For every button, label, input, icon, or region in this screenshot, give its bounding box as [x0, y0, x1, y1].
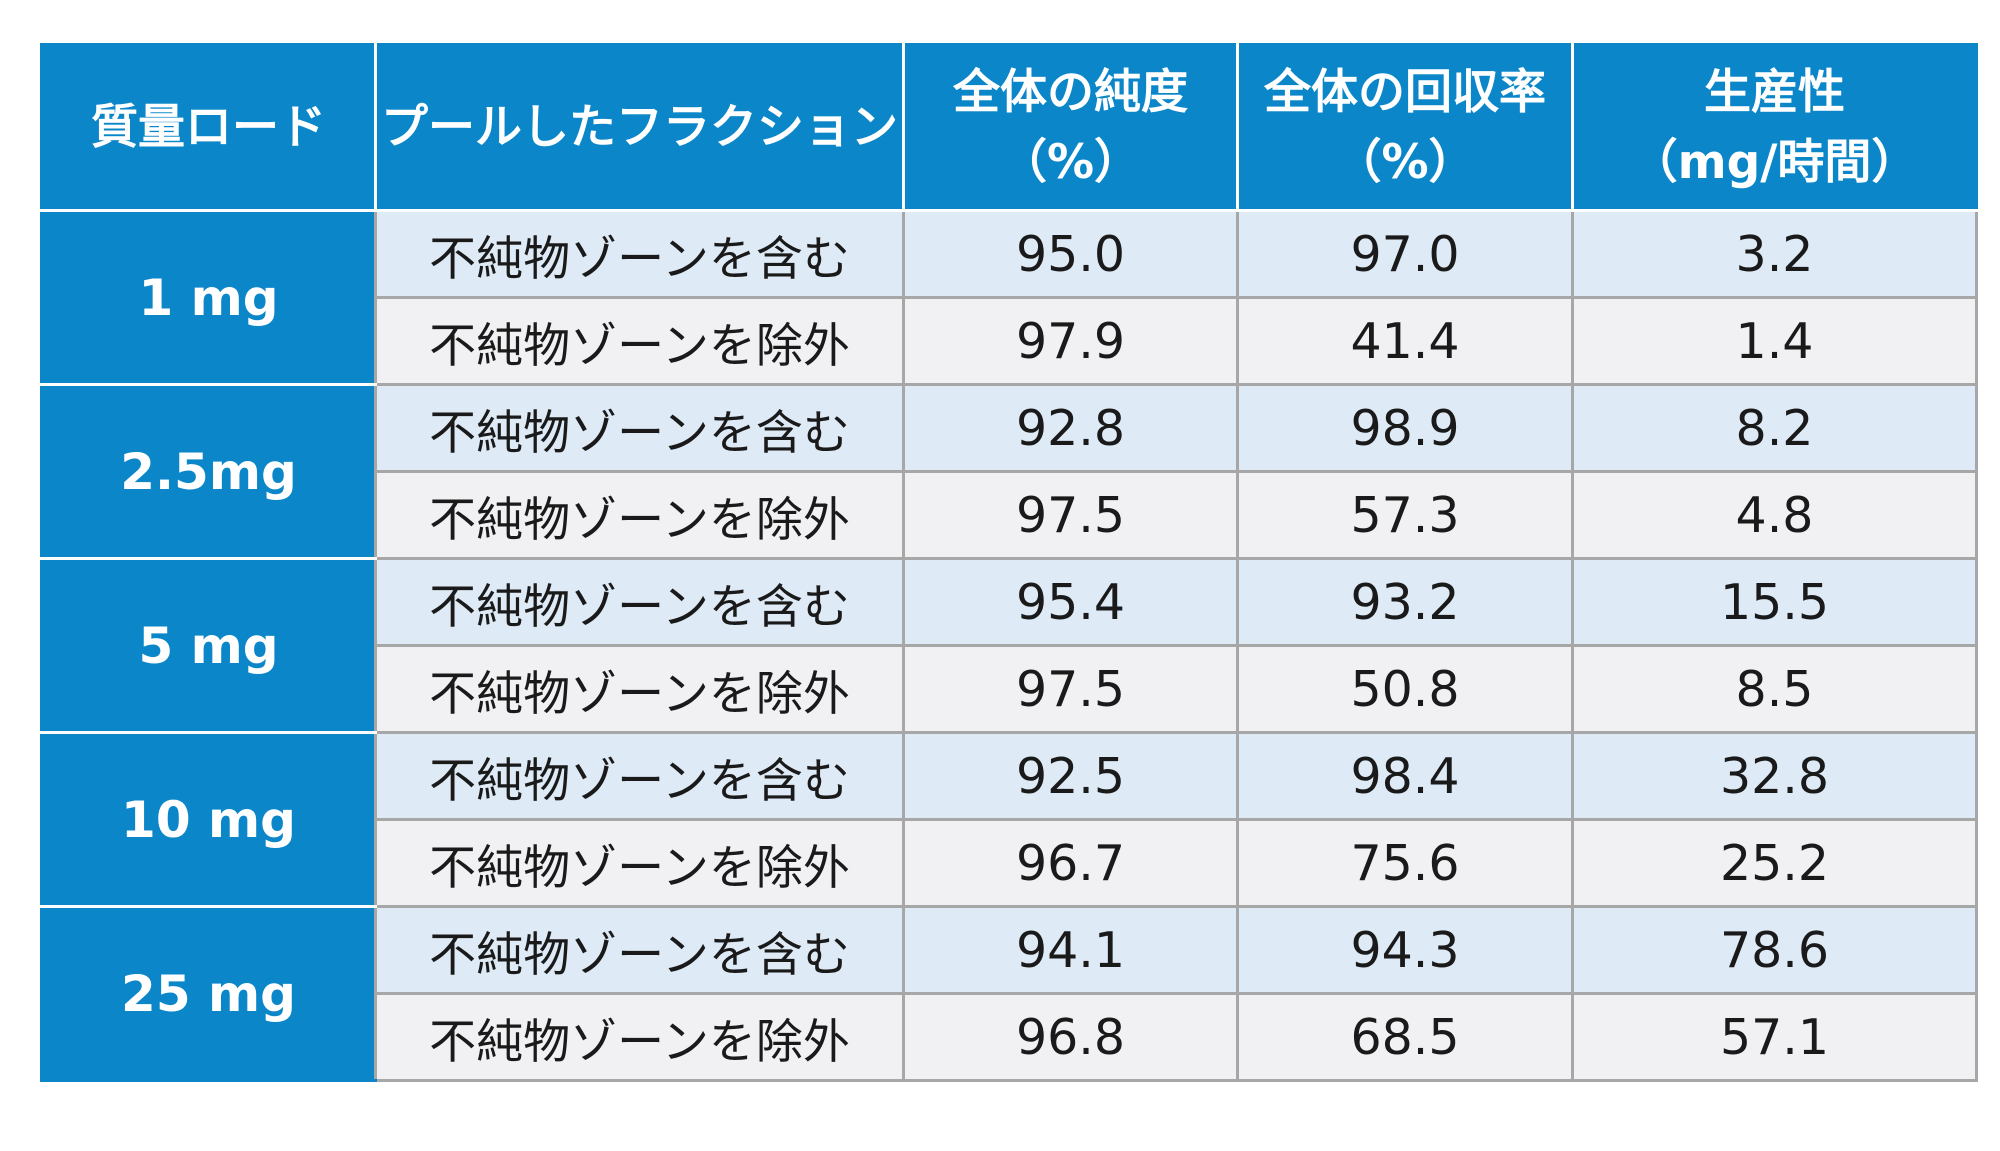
recovery-cell: 57.3	[1236, 470, 1574, 560]
header-productivity: 生産性 （mg/時間）	[1571, 43, 1978, 212]
purity-cell: 92.8	[902, 383, 1239, 473]
mass-load-cell: 5 mg	[40, 557, 377, 734]
recovery-cell: 41.4	[1236, 296, 1574, 386]
table-header: 質量ロード プールしたフラクション 全体の純度 （%） 全体の回収率 （%） 生…	[40, 43, 1978, 212]
productivity-cell: 1.4	[1571, 296, 1978, 386]
header-productivity-line-2: （mg/時間）	[1630, 134, 1919, 190]
header-recovery-line-1: 全体の回収率	[1264, 64, 1546, 120]
pooled-fraction-cell: 不純物ゾーンを除外	[374, 644, 905, 734]
productivity-cell: 8.5	[1571, 644, 1978, 734]
table-body: 1 mg 不純物ゾーンを含む 95.0 97.0 3.2 不純物ゾーンを除外 97.9 41.…	[40, 209, 1978, 1082]
header-mass-load: 質量ロード	[40, 43, 377, 212]
purity-cell: 94.1	[902, 905, 1239, 995]
pooled-fraction-cell: 不純物ゾーンを除外	[374, 992, 905, 1082]
purity-cell: 97.5	[902, 470, 1239, 560]
pooled-fraction-cell: 不純物ゾーンを除外	[374, 296, 905, 386]
purity-cell: 96.8	[902, 992, 1239, 1082]
table-row: 1 mg 不純物ゾーンを含む 95.0 97.0 3.2	[40, 209, 1978, 386]
mass-load-cell: 10 mg	[40, 731, 377, 908]
pooled-fraction-cell: 不純物ゾーンを含む	[374, 905, 905, 995]
pooled-fraction-cell: 不純物ゾーンを除外	[374, 470, 905, 560]
table-row: 10 mg 不純物ゾーンを含む 92.5 98.4 32.8	[40, 731, 1978, 908]
header-purity-line-1: 全体の純度	[953, 64, 1188, 120]
table-row: 不純物ゾーンを除外 97.5 50.8 8.5	[42, 644, 1978, 734]
pooled-fraction-cell: 不純物ゾーンを含む	[374, 383, 905, 473]
table-row: 不純物ゾーンを除外 97.5 57.3 4.8	[42, 470, 1978, 560]
table-row: 5 mg 不純物ゾーンを含む 95.4 93.2 15.5	[40, 557, 1978, 734]
purity-cell: 97.5	[902, 644, 1239, 734]
table-row: 25 mg 不純物ゾーンを含む 94.1 94.3 78.6	[40, 905, 1978, 1082]
recovery-cell: 98.9	[1236, 383, 1574, 473]
productivity-cell: 78.6	[1571, 905, 1978, 995]
pooled-fraction-cell: 不純物ゾーンを除外	[374, 818, 905, 908]
purity-cell: 92.5	[902, 731, 1239, 821]
recovery-cell: 50.8	[1236, 644, 1574, 734]
header-row: 質量ロード プールしたフラクション 全体の純度 （%） 全体の回収率 （%） 生…	[40, 43, 1978, 212]
pooled-fraction-cell: 不純物ゾーンを含む	[374, 209, 905, 299]
recovery-cell: 93.2	[1236, 557, 1574, 647]
header-recovery-line-2: （%）	[1334, 134, 1476, 190]
recovery-cell: 68.5	[1236, 992, 1574, 1082]
productivity-cell: 4.8	[1571, 470, 1978, 560]
results-table: 質量ロード プールしたフラクション 全体の純度 （%） 全体の回収率 （%） 生…	[40, 43, 1978, 1082]
purity-cell: 97.9	[902, 296, 1239, 386]
productivity-cell: 8.2	[1571, 383, 1978, 473]
recovery-cell: 75.6	[1236, 818, 1574, 908]
productivity-cell: 25.2	[1571, 818, 1978, 908]
productivity-cell: 3.2	[1571, 209, 1978, 299]
mass-load-cell: 25 mg	[40, 905, 377, 1082]
purity-cell: 95.4	[902, 557, 1239, 647]
header-productivity-line-1: 生産性	[1704, 64, 1845, 120]
recovery-cell: 97.0	[1236, 209, 1574, 299]
recovery-cell: 98.4	[1236, 731, 1574, 821]
pooled-fraction-cell: 不純物ゾーンを含む	[374, 731, 905, 821]
table-row: 不純物ゾーンを除外 97.9 41.4 1.4	[42, 296, 1978, 386]
mass-load-cell: 1 mg	[40, 209, 377, 386]
header-mass-load-line-1: 質量ロード	[91, 99, 326, 155]
header-pooled-fraction-line-1: プールしたフラクション	[381, 99, 898, 155]
header-purity: 全体の純度 （%）	[902, 43, 1239, 212]
table-row: 2.5mg 不純物ゾーンを含む 92.8 98.9 8.2	[40, 383, 1978, 560]
purity-cell: 95.0	[902, 209, 1239, 299]
recovery-cell: 94.3	[1236, 905, 1574, 995]
mass-load-cell: 2.5mg	[40, 383, 377, 560]
pooled-fraction-cell: 不純物ゾーンを含む	[374, 557, 905, 647]
header-recovery: 全体の回収率 （%）	[1236, 43, 1574, 212]
table-row: 不純物ゾーンを除外 96.8 68.5 57.1	[42, 992, 1978, 1082]
productivity-cell: 15.5	[1571, 557, 1978, 647]
purity-cell: 96.7	[902, 818, 1239, 908]
productivity-cell: 32.8	[1571, 731, 1978, 821]
header-purity-line-2: （%）	[999, 134, 1142, 190]
productivity-cell: 57.1	[1571, 992, 1978, 1082]
table-row: 不純物ゾーンを除外 96.7 75.6 25.2	[42, 818, 1978, 908]
header-pooled-fraction: プールしたフラクション	[374, 43, 905, 212]
